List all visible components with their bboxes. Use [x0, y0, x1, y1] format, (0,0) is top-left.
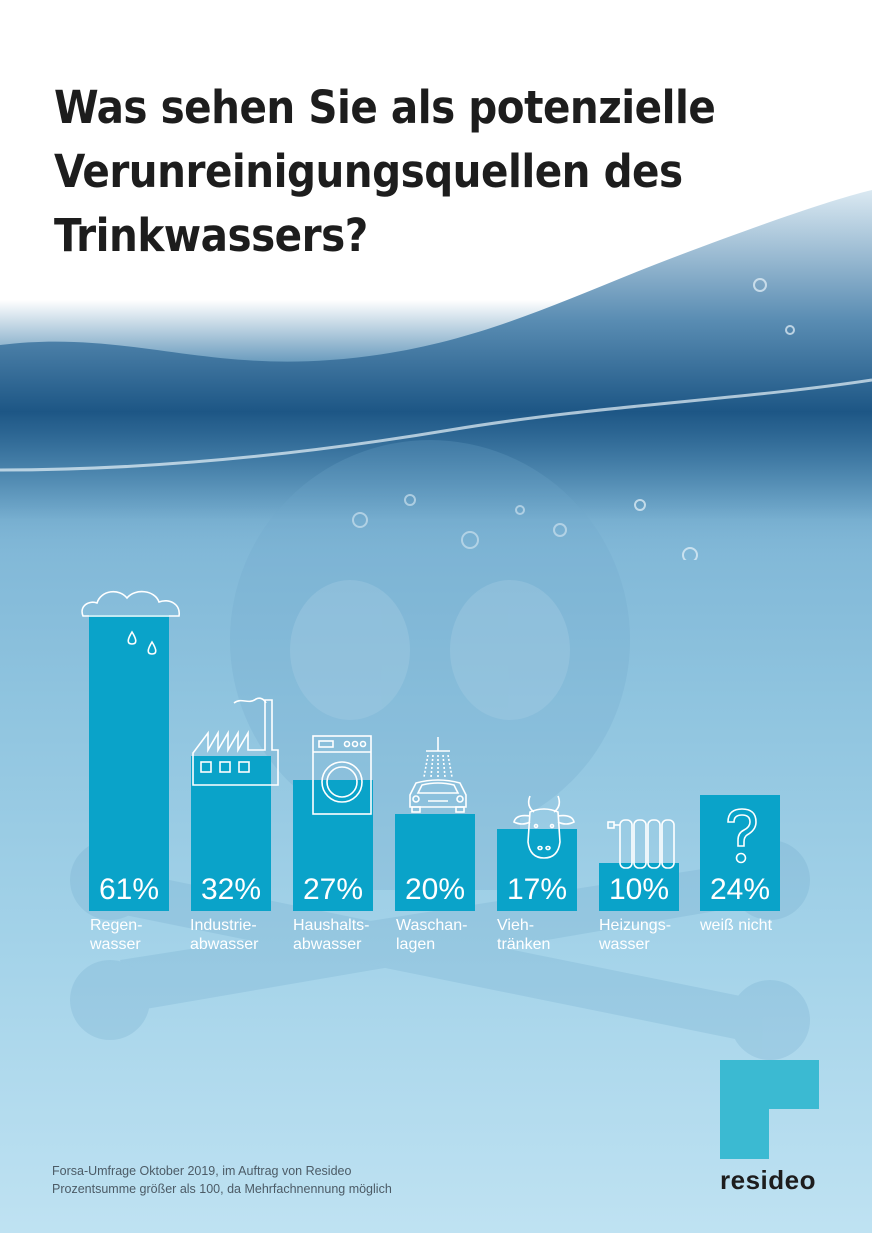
radiator-icon	[607, 819, 675, 869]
bar-label: Industrie-abwasser	[190, 917, 259, 953]
bar-haushaltsabwasser	[293, 780, 373, 911]
bar-label: Vieh-tränken	[497, 917, 551, 953]
water-wave-image	[0, 190, 872, 560]
bar-industrieabwasser	[191, 756, 271, 911]
bar-value: 32%	[200, 873, 262, 906]
footnote: Forsa-Umfrage Oktober 2019, im Auftrag v…	[52, 1164, 392, 1196]
bar-heizungswasser	[599, 863, 679, 911]
car-wash-icon	[409, 737, 467, 813]
bar-value: 17%	[506, 873, 568, 906]
bar-viehtraenken	[497, 829, 577, 911]
factory-icon	[192, 697, 279, 786]
bar-value: 27%	[302, 873, 364, 906]
bar-label: Haushalts-abwasser	[293, 917, 370, 953]
question-mark-icon	[727, 808, 757, 864]
bar-label: Heizungs-wasser	[599, 917, 672, 953]
bar-value: 10%	[608, 873, 670, 906]
bar-waschanlagen	[395, 814, 475, 911]
bar-value: 20%	[404, 873, 466, 906]
resideo-logo-text: resideo	[720, 1165, 816, 1195]
page-title: Was sehen Sie als potenzielle Verunreini…	[54, 81, 716, 262]
resideo-logo-mark	[720, 1060, 819, 1159]
bar-value: 24%	[709, 873, 771, 906]
cloud-rain-icon	[81, 590, 180, 655]
bar-regenwasser	[89, 615, 169, 911]
bar-label: Waschan-lagen	[396, 917, 468, 953]
bar-value: 61%	[98, 873, 160, 906]
bar-label: weiß nicht	[700, 917, 773, 934]
cow-icon	[513, 795, 575, 859]
bar-label: Regen-wasser	[90, 917, 143, 953]
washing-machine-icon	[312, 735, 372, 815]
